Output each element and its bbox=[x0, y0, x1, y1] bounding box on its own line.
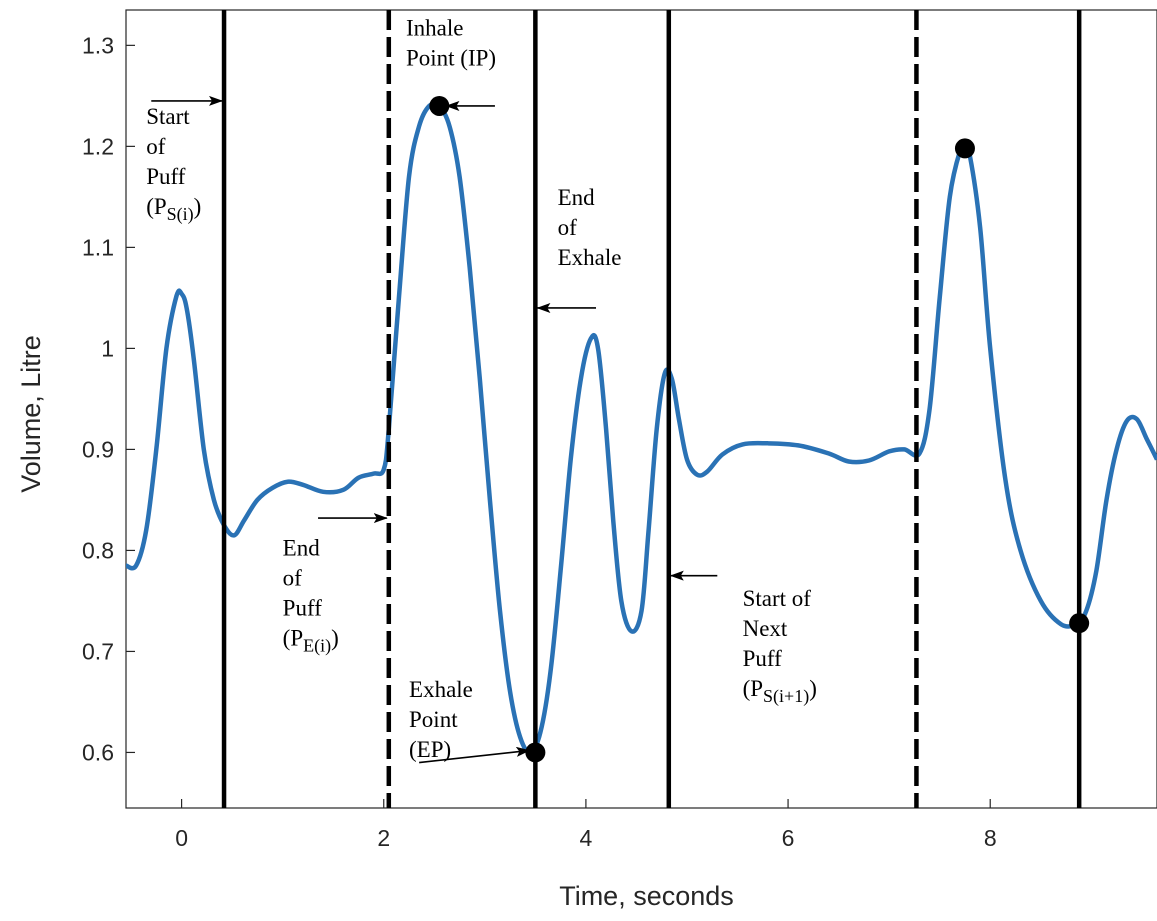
plot-area-border bbox=[125, 9, 1157, 809]
y-tick-label-4: 1 bbox=[101, 335, 114, 361]
annotation-5-line-3: (PS(i+1)) bbox=[743, 676, 817, 707]
annotation-0-line-1: of bbox=[146, 134, 166, 159]
annotation-4-line-1: Point bbox=[409, 707, 458, 732]
annotation-1-line-3: (PE(i)) bbox=[283, 625, 339, 656]
annotation-5-line-0: Start of bbox=[743, 586, 812, 611]
annotation-4: Exhale Point (EP) bbox=[409, 677, 473, 762]
annotation-3: End of Exhale bbox=[558, 185, 622, 270]
annotation-5: Start of Next Puff (PS(i+1)) bbox=[743, 586, 817, 707]
y-tick-label-2: 0.8 bbox=[82, 537, 114, 563]
annotation-1-line-2: Puff bbox=[283, 595, 323, 620]
annotation-2-line-0: Inhale bbox=[406, 15, 463, 40]
event-marker-2 bbox=[954, 138, 975, 159]
annotation-0: Start of Puff (PS(i)) bbox=[146, 104, 201, 225]
annotation-5-line-1: Next bbox=[743, 616, 788, 641]
annotation-5-line-2: Puff bbox=[743, 646, 783, 671]
x-tick-label-1: 2 bbox=[377, 825, 390, 851]
volume-curve-layer bbox=[125, 101, 1157, 755]
x-tick-label-2: 4 bbox=[580, 825, 593, 851]
y-axis-label: Volume, Litre bbox=[16, 335, 46, 493]
x-tick-label-3: 6 bbox=[782, 825, 795, 851]
annotation-0-line-0: Start bbox=[146, 104, 190, 129]
y-tick-label-1: 0.7 bbox=[82, 638, 114, 664]
annotation-arrows-layer bbox=[151, 95, 718, 764]
annotation-1-line-0: End bbox=[283, 535, 321, 560]
y-tick-label-5: 1.1 bbox=[82, 234, 114, 260]
annotation-1-line-1: of bbox=[283, 565, 303, 590]
y-tick-label-0: 0.6 bbox=[82, 739, 114, 765]
annotation-4-line-0: Exhale bbox=[409, 677, 473, 702]
event-lines-layer bbox=[221, 10, 1082, 808]
volume-series-line bbox=[125, 101, 1157, 755]
x-tick-label-4: 8 bbox=[984, 825, 997, 851]
annotation-0-line-3: (PS(i)) bbox=[146, 194, 201, 225]
annotation-4-line-2: (EP) bbox=[409, 737, 451, 762]
x-tick-label-0: 0 bbox=[175, 825, 188, 851]
annotation-2-line-1: Point (IP) bbox=[406, 45, 496, 70]
annotations-layer: Start of Puff (PS(i)) End of Puff (PE(i)) Inhale… bbox=[146, 15, 817, 762]
annotation-1: End of Puff (PE(i)) bbox=[283, 535, 339, 656]
annotation-3-line-0: End bbox=[558, 185, 596, 210]
event-marker-1 bbox=[525, 742, 546, 763]
y-tick-label-3: 0.9 bbox=[82, 436, 114, 462]
annotation-0-line-2: Puff bbox=[146, 164, 186, 189]
annotation-3-line-1: of bbox=[558, 215, 578, 240]
y-tick-label-6: 1.2 bbox=[82, 133, 114, 159]
x-axis-label: Time, seconds bbox=[559, 881, 734, 911]
plot-frame bbox=[125, 9, 1157, 809]
event-marker-3 bbox=[1069, 613, 1090, 634]
y-axis-ticks: 0.6 0.7 0.8 0.9 1 1.1 1.2 1.3 bbox=[82, 32, 135, 765]
y-tick-label-7: 1.3 bbox=[82, 32, 114, 58]
event-markers-layer bbox=[429, 95, 1090, 763]
event-marker-0 bbox=[429, 95, 450, 116]
annotation-arrow-4 bbox=[419, 746, 531, 764]
annotation-2: Inhale Point (IP) bbox=[406, 15, 496, 70]
annotation-3-line-2: Exhale bbox=[558, 245, 622, 270]
x-axis-ticks: 0 2 4 6 8 bbox=[175, 799, 997, 851]
